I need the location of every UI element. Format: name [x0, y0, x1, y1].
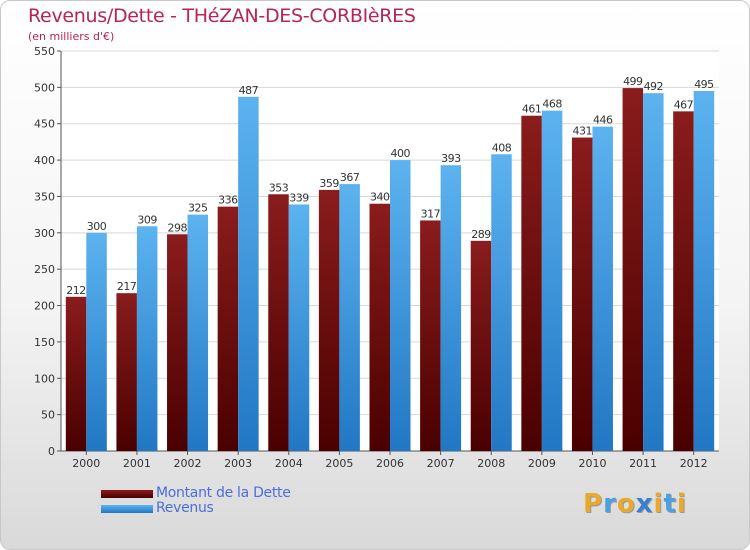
bar-dette [673, 111, 694, 451]
data-label-revenus: 300 [87, 220, 107, 233]
bar-dette [217, 206, 239, 451]
data-label-dette: 467 [674, 98, 694, 111]
bar-revenus [339, 184, 360, 451]
x-tick-label: 2009 [528, 457, 556, 470]
legend-label-dette: Montant de la Dette [156, 485, 291, 501]
data-label-revenus: 468 [542, 98, 562, 111]
x-tick-label: 2006 [376, 457, 404, 470]
data-label-revenus: 309 [137, 213, 157, 226]
x-tick-label: 2007 [427, 457, 455, 470]
y-tick-label: 450 [34, 118, 55, 131]
x-tick-label: 2002 [174, 457, 202, 470]
data-label-revenus: 492 [644, 80, 664, 93]
y-tick-label: 0 [48, 445, 55, 458]
bar-dette [470, 240, 492, 451]
y-tick-label: 400 [34, 154, 55, 167]
bar-revenus [693, 91, 715, 451]
y-tick-label: 350 [34, 190, 55, 203]
data-label-dette: 340 [370, 191, 390, 204]
logo-letter: i [653, 489, 664, 519]
legend-label-revenus: Revenus [156, 500, 214, 516]
bar-revenus [541, 110, 563, 452]
y-tick-label: 300 [34, 227, 55, 240]
chart-subtitle: (en milliers d'€) [28, 30, 115, 43]
data-label-revenus: 400 [391, 147, 411, 160]
x-tick-label: 2001 [123, 457, 151, 470]
legend-swatch-revenus [101, 505, 153, 513]
logo-letter: o [616, 489, 636, 519]
x-tick-label: 2004 [275, 457, 303, 470]
legend-swatch-dette [101, 490, 153, 498]
data-label-dette: 359 [319, 177, 339, 190]
bar-revenus [491, 154, 512, 452]
chart-title: Revenus/Dette - THéZAN-DES-CORBIèRES [28, 5, 416, 27]
x-tick-label: 2005 [325, 457, 353, 470]
bar-dette [369, 203, 390, 451]
data-label-dette: 431 [572, 125, 592, 138]
proxiti-logo: Proxiti [583, 489, 687, 519]
data-label-revenus: 393 [441, 152, 461, 165]
bar-revenus [187, 214, 209, 451]
data-label-revenus: 367 [340, 171, 360, 184]
x-tick-label: 2008 [477, 457, 505, 470]
bar-dette [65, 296, 87, 451]
data-label-dette: 336 [218, 194, 238, 207]
bar-revenus [390, 160, 411, 451]
data-label-revenus: 408 [492, 141, 512, 154]
y-tick-label: 100 [34, 372, 55, 385]
data-label-dette: 461 [522, 103, 542, 116]
bar-dette [318, 189, 340, 451]
x-tick-label: 2010 [578, 457, 606, 470]
bar-dette [116, 293, 137, 451]
y-tick-label: 50 [41, 409, 55, 422]
y-tick-label: 550 [34, 45, 55, 58]
data-label-revenus: 446 [593, 114, 613, 127]
bar-revenus [643, 93, 664, 451]
bar-revenus [288, 204, 310, 451]
x-tick-label: 2011 [629, 457, 657, 470]
data-label-dette: 217 [117, 280, 137, 293]
y-tick-label: 200 [34, 300, 55, 313]
data-label-revenus: 339 [289, 191, 309, 204]
data-label-dette: 317 [421, 207, 441, 220]
bar-dette [571, 137, 593, 451]
logo-letter: x [635, 489, 654, 519]
y-tick-label: 500 [34, 81, 55, 94]
data-label-revenus: 487 [239, 84, 259, 97]
bar-dette [167, 234, 188, 451]
data-label-revenus: 325 [188, 202, 208, 215]
data-label-dette: 353 [269, 181, 289, 194]
data-label-dette: 212 [66, 284, 86, 297]
bar-revenus [136, 226, 158, 451]
x-tick-label: 2012 [680, 457, 708, 470]
bar-dette [268, 194, 289, 452]
bar-revenus [592, 126, 613, 452]
data-label-dette: 298 [168, 221, 188, 234]
data-label-revenus: 495 [694, 78, 714, 91]
bar-revenus [440, 165, 462, 451]
bar-revenus [86, 232, 107, 451]
bar-revenus [238, 96, 259, 452]
bar-dette [521, 115, 542, 452]
y-tick-label: 150 [34, 336, 55, 349]
data-label-dette: 499 [623, 75, 643, 88]
y-tick-label: 250 [34, 263, 55, 276]
logo-letter: P [583, 489, 604, 519]
x-tick-label: 2003 [224, 457, 252, 470]
x-tick-label: 2000 [72, 457, 100, 470]
data-label-dette: 289 [471, 228, 491, 241]
logo-letter: i [676, 489, 687, 519]
logo-letter: t [663, 489, 677, 519]
logo-letter: r [603, 489, 617, 519]
bar-dette [420, 220, 441, 451]
bar-dette [622, 88, 644, 451]
